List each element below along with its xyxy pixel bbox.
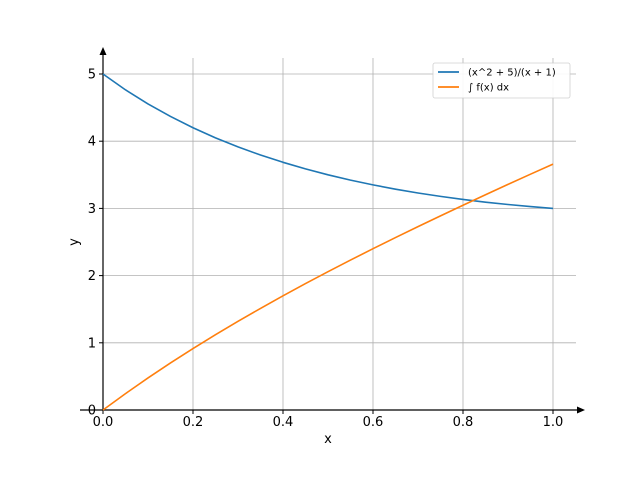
x-tick-label: 0.6 [363,415,384,430]
x-axis-label: x [324,432,332,447]
y-tick-label: 2 [88,269,96,284]
legend-label-2: ∫ f(x) dx [468,83,509,94]
legend: (x^2 + 5)/(x + 1) ∫ f(x) dx [432,62,571,99]
y-axis-arrow-icon [99,47,107,55]
grid [103,58,576,410]
y-tick-label: 3 [88,202,96,217]
x-tick-label: 0.0 [93,415,114,430]
x-tick-label: 0.8 [453,415,474,430]
x-tick-label: 1.0 [543,415,564,430]
x-tick-label: 0.4 [273,415,294,430]
y-tick-label: 4 [88,135,96,150]
legend-box [432,62,571,99]
y-tick-label: 5 [88,68,96,83]
y-tick-label: 1 [88,336,96,351]
series-line-1 [102,73,554,210]
x-tick-label: 0.2 [183,415,204,430]
axis-labels: x y [67,238,332,447]
series-line-2 [102,163,554,411]
y-tick-label: 0 [88,404,96,419]
axes [80,47,585,414]
ticks: 0.0 0.2 0.4 0.6 0.8 1.0 0 1 2 3 4 5 [88,68,564,431]
series-lines [102,73,554,411]
y-axis-label: y [67,238,82,246]
legend-label-1: (x^2 + 5)/(x + 1) [468,68,556,79]
x-axis-arrow-icon [577,406,585,414]
